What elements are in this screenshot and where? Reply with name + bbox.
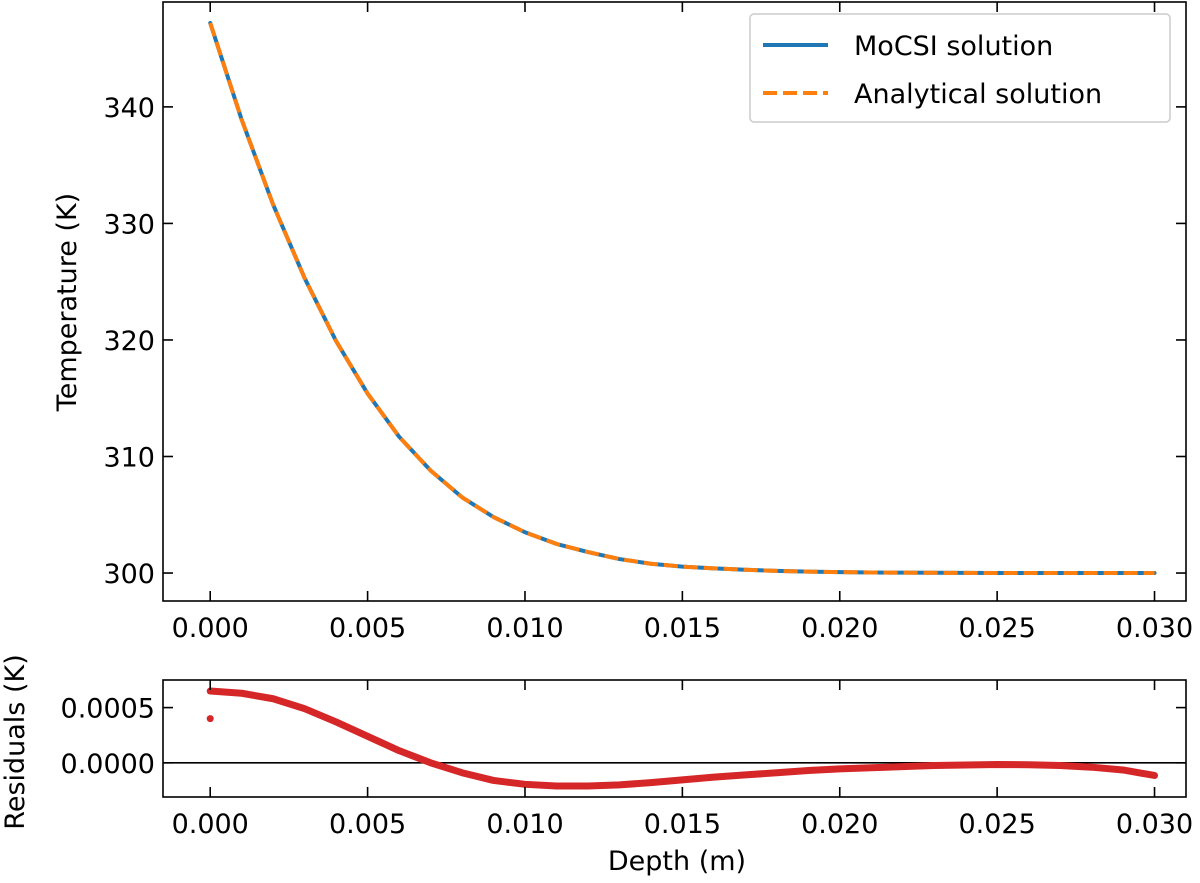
residuals-y-axis-label: Residuals (K) xyxy=(0,654,31,829)
temperature-y-tick-label: 320 xyxy=(103,326,155,357)
temperature-plot-frame xyxy=(162,1,1187,602)
residuals-x-tick-label: 0.005 xyxy=(329,809,406,840)
residuals-series-group xyxy=(163,687,1186,790)
temperature-y-tick-label: 310 xyxy=(103,442,155,473)
residuals-x-tick-label: 0.030 xyxy=(1116,809,1193,840)
temperature-y-axis-label: Temperature (K) xyxy=(52,193,83,412)
residuals-line-series-0 xyxy=(206,687,1159,790)
temperature-x-tick-label: 0.025 xyxy=(958,613,1035,644)
legend: MoCSI solution Analytical solution xyxy=(749,13,1171,123)
residuals-plot-frame xyxy=(162,679,1187,798)
temperature-series-group xyxy=(208,20,1157,576)
temperature-ticks: 0.000 0.005 0.010 0.015 0.020 0.025 0.030 300 31… xyxy=(103,2,1193,644)
legend-frame xyxy=(749,13,1171,123)
residuals-y-tick-label: 0.0000 xyxy=(61,749,155,780)
residuals-outlier-point xyxy=(206,715,214,723)
legend-label-mocsi: MoCSI solution xyxy=(854,31,1053,62)
residuals-x-tick-label: 0.015 xyxy=(644,809,721,840)
temperature-x-tick-label: 0.010 xyxy=(486,613,563,644)
residuals-x-axis-label: Depth (m) xyxy=(608,846,746,877)
residuals-panel: 0.000 0.005 0.010 0.015 0.020 0.025 0.030 0.000… xyxy=(0,654,1193,877)
temperature-y-tick-label: 340 xyxy=(103,93,155,124)
temperature-line-analytical-solution xyxy=(208,22,1155,576)
residuals-x-tick-label: 0.025 xyxy=(958,809,1035,840)
temperature-x-tick-label: 0.005 xyxy=(329,613,406,644)
residuals-x-tick-label: 0.020 xyxy=(801,809,878,840)
residuals-x-tick-label: 0.010 xyxy=(486,809,563,840)
temperature-x-tick-label: 0.030 xyxy=(1116,613,1193,644)
residuals-ticks: 0.000 0.005 0.010 0.015 0.020 0.025 0.030 0.000… xyxy=(61,680,1193,840)
temperature-x-tick-label: 0.000 xyxy=(172,613,249,644)
temperature-x-tick-label: 0.020 xyxy=(801,613,878,644)
residuals-y-tick-label: 0.0005 xyxy=(61,694,155,725)
temperature-y-tick-label: 330 xyxy=(103,209,155,240)
temperature-x-tick-label: 0.015 xyxy=(644,613,721,644)
temperature-y-tick-label: 300 xyxy=(103,559,155,590)
legend-label-analytical: Analytical solution xyxy=(854,79,1102,110)
temperature-panel: 0.000 0.005 0.010 0.015 0.020 0.025 0.030 300 31… xyxy=(52,1,1193,644)
residuals-x-tick-label: 0.000 xyxy=(172,809,249,840)
